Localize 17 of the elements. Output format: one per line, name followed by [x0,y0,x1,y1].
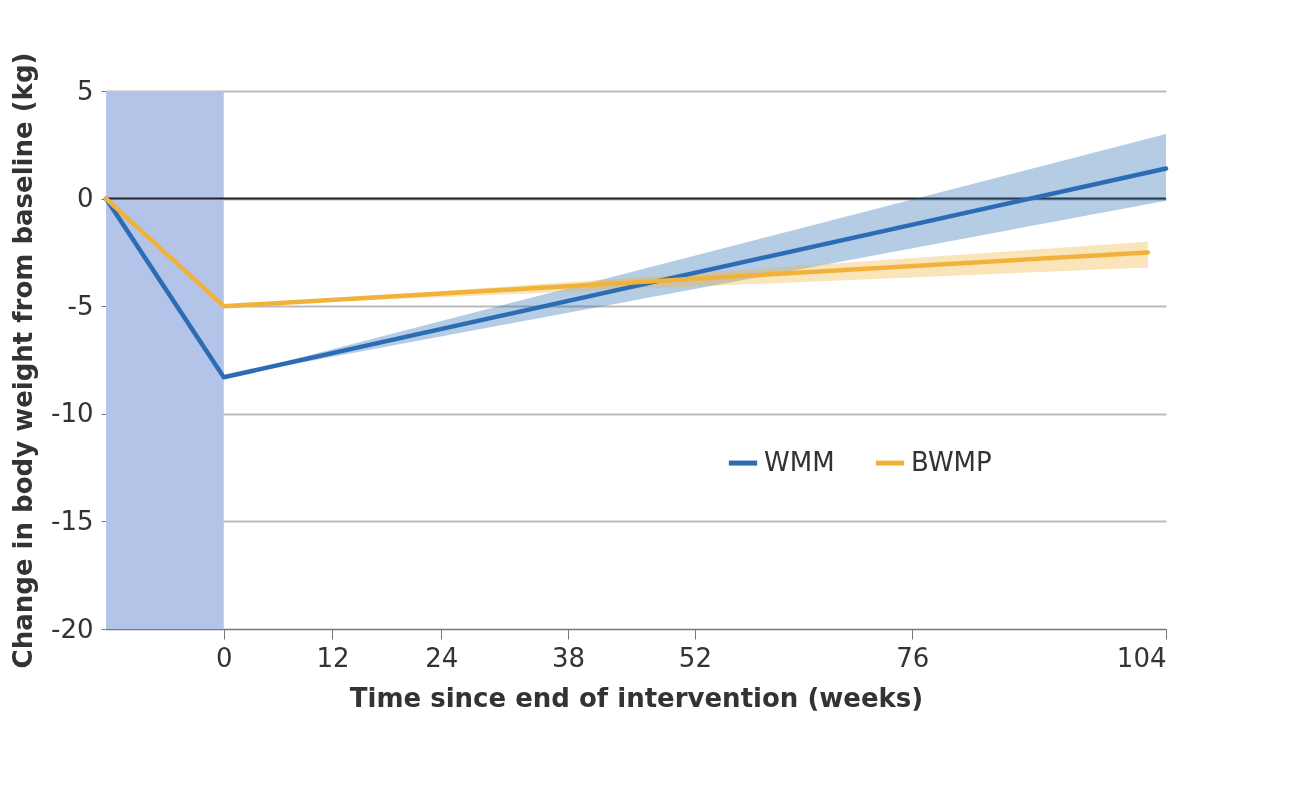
y-axis-title: Change in body weight from baseline (kg) [8,52,39,669]
x-tick-label: 38 [552,642,586,673]
x-axis-title: Time since end of intervention (weeks) [349,682,924,713]
y-tick-label: -20 [51,613,94,644]
legend-label: WMM [764,447,835,478]
x-tick-label: 0 [216,642,233,673]
y-tick-label: 5 [76,75,94,106]
x-tick-label: 52 [678,642,712,673]
x-tick-label: 76 [896,642,930,673]
y-tick-label: 0 [76,183,94,214]
legend-label: BWMP [911,447,992,478]
y-tick-label: -5 [67,290,94,321]
x-tick-label: 24 [425,642,459,673]
x-tick-label: 104 [1116,642,1167,673]
y-tick-label: -15 [51,505,94,536]
y-tick-label: -10 [51,398,94,429]
x-tick-label: 12 [316,642,350,673]
